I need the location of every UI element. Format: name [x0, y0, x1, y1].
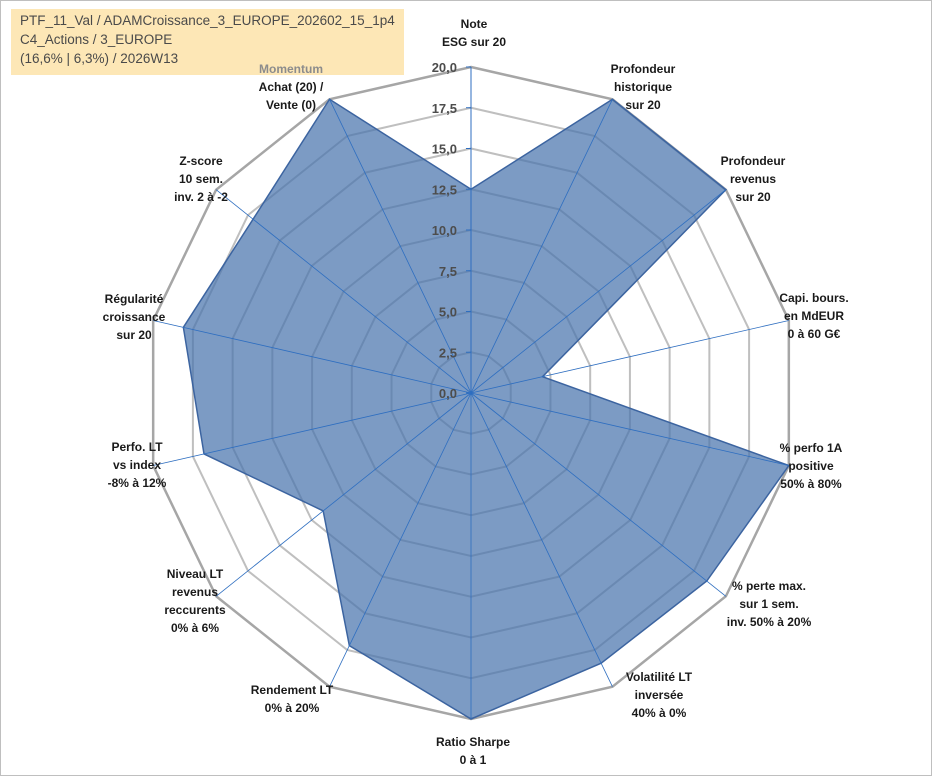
radar-axis-label-line: inv. 2 à -2 [174, 190, 228, 204]
radar-axis-label-line: % perfo 1A [780, 441, 843, 455]
radar-axis-label-line: -8% à 12% [108, 476, 167, 490]
radar-axis-label-line: historique [614, 80, 672, 94]
portfolio-info-box: PTF_11_Val / ADAMCroissance_3_EUROPE_202… [11, 9, 404, 75]
radar-axis-label-line: Vente (0) [266, 98, 316, 112]
radar-axis-label-line: sur 20 [116, 328, 152, 342]
radar-axis-label-line: Note [461, 17, 488, 31]
radar-axis-label-line: 40% à 0% [632, 706, 687, 720]
radar-axis-label-line: sur 20 [625, 98, 661, 112]
radar-axis-label-line: Rendement LT [251, 683, 334, 697]
radar-spoke [470, 320, 789, 394]
radar-tick-label: 20,0 [432, 60, 457, 75]
radar-spoke [329, 99, 472, 394]
radar-axis-label: Profondeur revenus sur 20 [721, 154, 786, 204]
radar-spoke [470, 392, 727, 597]
radar-axis-label-line: % perte max. [732, 579, 806, 593]
radar-axis-label-line: 0% à 6% [171, 621, 219, 635]
radar-axis-label-line: Momentum [259, 62, 323, 76]
radar-axis-label-line: Perfo. LT [111, 440, 163, 454]
radar-tick-label: 2,5 [439, 345, 457, 360]
radar-axis-label-line: vs index [113, 458, 161, 472]
radar-axis-label-line: positive [788, 459, 834, 473]
radar-axis-label-line: Profondeur [611, 62, 676, 76]
radar-axis-label: Rendement LT 0% à 20% [251, 683, 334, 715]
radar-axis-label: Perfo. LT vs index -8% à 12% [108, 440, 167, 490]
radar-tick-label: 10,0 [432, 223, 457, 238]
radar-axis-label-line: 0% à 20% [265, 701, 320, 715]
radar-axis-label-line: en MdEUR [784, 309, 844, 323]
radar-axis-label-line: Régularité [105, 292, 164, 306]
radar-tick-label: 7,5 [439, 264, 457, 279]
radar-spoke [215, 189, 472, 394]
radar-tick-label: 0,0 [439, 386, 457, 401]
radar-axis-label-line: Niveau LT [167, 567, 224, 581]
radar-axis-label-line: Capi. bours. [779, 291, 848, 305]
radar-series-area [182, 98, 791, 720]
radar-axis-label-line: 50% à 80% [780, 477, 842, 491]
radar-axis-label: Régularité croissance sur 20 [103, 292, 166, 342]
radar-axis-label-line: inversée [635, 688, 684, 702]
radar-tick-label: 5,0 [439, 305, 457, 320]
radar-axis-label-line: sur 20 [735, 190, 771, 204]
radar-tick-label: 15,0 [432, 142, 457, 157]
radar-axis-label: Niveau LT revenus reccurents 0% à 6% [164, 567, 226, 635]
radar-spoke [470, 189, 727, 394]
radar-axis-label-line: sur 1 sem. [739, 597, 798, 611]
radar-axis-labels: Note ESG sur 20 Profondeur historique sur 20… [103, 17, 849, 767]
radar-axis-label-line: reccurents [164, 603, 226, 617]
radar-axis-label-line: ESG sur 20 [442, 35, 506, 49]
radar-axis-label-line: Achat (20) / [259, 80, 324, 94]
radar-axis-label: Momentum Achat (20) / Vente (0) [259, 62, 324, 112]
radar-axis-label: % perfo 1A positive 50% à 80% [780, 441, 843, 491]
radar-axis-label: Z-score 10 sem. inv. 2 à -2 [174, 154, 228, 204]
radar-axis-label-line: Ratio Sharpe [436, 735, 510, 749]
radar-axis-label: Note ESG sur 20 [442, 17, 506, 49]
radar-tick-label: 12,5 [432, 182, 457, 197]
info-line-stats: (16,6% | 6,3%) / 2026W13 [20, 51, 179, 66]
radar-spoke [215, 392, 472, 597]
radar-spoke [470, 392, 613, 687]
radar-axis-label-line: croissance [103, 310, 166, 324]
info-line-category: C4_Actions / 3_EUROPE [20, 32, 173, 47]
radar-axis-label: Ratio Sharpe 0 à 1 [436, 735, 510, 767]
radar-axis-label: % perte max. sur 1 sem. inv. 50% à 20% [727, 579, 812, 629]
radar-axis-label-line: 0 à 1 [460, 753, 487, 767]
radar-spoke [153, 392, 472, 466]
radar-axis-label: Volatilité LT inversée 40% à 0% [626, 670, 693, 720]
radar-axis-label-line: inv. 50% à 20% [727, 615, 812, 629]
radar-spoke [470, 392, 789, 466]
radar-axis-label-line: revenus [172, 585, 218, 599]
radar-axis-label-line: Z-score [179, 154, 223, 168]
radar-axis-label-line: 0 à 60 G€ [788, 327, 841, 341]
radar-tick-label: 17,5 [432, 101, 457, 116]
radar-axis-label-line: Profondeur [721, 154, 786, 168]
radar-axis-label-line: revenus [730, 172, 776, 186]
radar-axis-label: Profondeur historique sur 20 [611, 62, 676, 112]
radar-axis-label: Capi. bours. en MdEUR 0 à 60 G€ [779, 291, 848, 341]
radar-tick-labels: 0,0 2,5 5,0 7,5 10,0 12,5 15,0 17,5 20,0 [432, 60, 471, 401]
radar-spoke [470, 99, 613, 394]
radar-axis-label-line: 10 sem. [179, 172, 223, 186]
radar-axis-label-line: Volatilité LT [626, 670, 693, 684]
radar-spoke [329, 392, 472, 687]
info-line-portfolio: PTF_11_Val / ADAMCroissance_3_EUROPE_202… [20, 13, 395, 28]
radar-spoke [153, 320, 472, 394]
